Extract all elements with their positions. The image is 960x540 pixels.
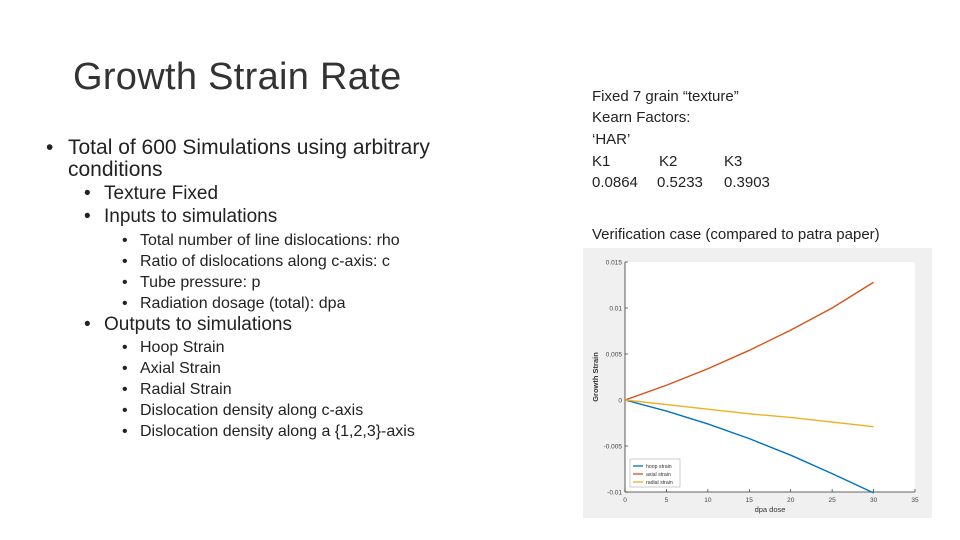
bullet-main-text: Total of 600 Simulations using arbitrary [68, 136, 430, 159]
y-axis-label: Growth Strain [591, 352, 600, 402]
k2-header: K2 [659, 153, 678, 170]
bullet-dot: • [84, 183, 91, 204]
k1-value: 0.0864 [592, 174, 638, 191]
list-item: • Radial Strain [122, 381, 232, 398]
list-item: • Dislocation density along a {1,2,3}-axi… [122, 423, 415, 440]
x-tick-label: 0 [623, 497, 627, 504]
bullet-main-text-cont: conditions [68, 158, 163, 181]
verification-caption: Verification case (compared to patra pap… [592, 226, 880, 243]
x-tick-label: 20 [787, 497, 795, 504]
k2-value: 0.5233 [657, 174, 703, 191]
list-item: • Dislocation density along c-axis [122, 402, 364, 419]
k1-header: K1 [592, 153, 611, 170]
bullet-dot: • [46, 136, 54, 159]
y-tick-label: 0.01 [609, 306, 622, 313]
list-item: • Ratio of dislocations along c-axis: c [122, 253, 390, 270]
growth-strain-chart: 0 5 10 15 20 25 30 35 -0.01 -0.005 0 0.005 0.01 0.015… [591, 260, 919, 515]
bullet-texture-text: Texture Fixed [104, 183, 219, 204]
x-tick-label: 25 [829, 497, 837, 504]
legend-label: axial strain [646, 472, 671, 478]
chart-panel: 0 5 10 15 20 25 30 35 -0.01 -0.005 0 0.005 0.01 0.015… [583, 248, 932, 518]
plot-area [625, 262, 915, 492]
legend-label: hoop strain [646, 464, 672, 470]
x-tick-label: 10 [704, 497, 712, 504]
x-tick-label: 35 [911, 497, 919, 504]
x-tick-label: 15 [746, 497, 754, 504]
list-item: • Tube pressure: p [122, 274, 261, 291]
bullet-dot: • [84, 206, 91, 227]
list-item: • Radiation dosage (total): dpa [122, 295, 346, 312]
k3-header: K3 [724, 153, 743, 170]
y-tick-label: -0.01 [607, 490, 622, 497]
x-axis-label: dpa dose [755, 505, 786, 514]
y-tick-label: -0.005 [604, 444, 623, 451]
y-tick-label: 0 [618, 398, 622, 405]
list-item: • Total number of line dislocations: rho [122, 232, 400, 249]
x-tick-label: 30 [870, 497, 878, 504]
y-tick-label: 0.005 [606, 352, 623, 359]
y-tick-label: 0.015 [606, 260, 623, 267]
list-item: • Axial Strain [122, 360, 221, 377]
bullet-outputs-text: Outputs to simulations [104, 314, 292, 335]
slide-title: Growth Strain Rate [73, 56, 402, 98]
texture-line: Fixed 7 grain “texture” [592, 88, 739, 105]
k3-value: 0.3903 [724, 174, 770, 191]
bullet-inputs-text: Inputs to simulations [104, 206, 278, 227]
list-item: • Hoop Strain [122, 339, 225, 356]
har-label: ‘HAR’ [592, 131, 631, 148]
x-tick-label: 5 [665, 497, 669, 504]
legend-label: radial strain [646, 480, 673, 486]
kearn-label: Kearn Factors: [592, 109, 691, 126]
bullet-dot: • [84, 314, 91, 335]
